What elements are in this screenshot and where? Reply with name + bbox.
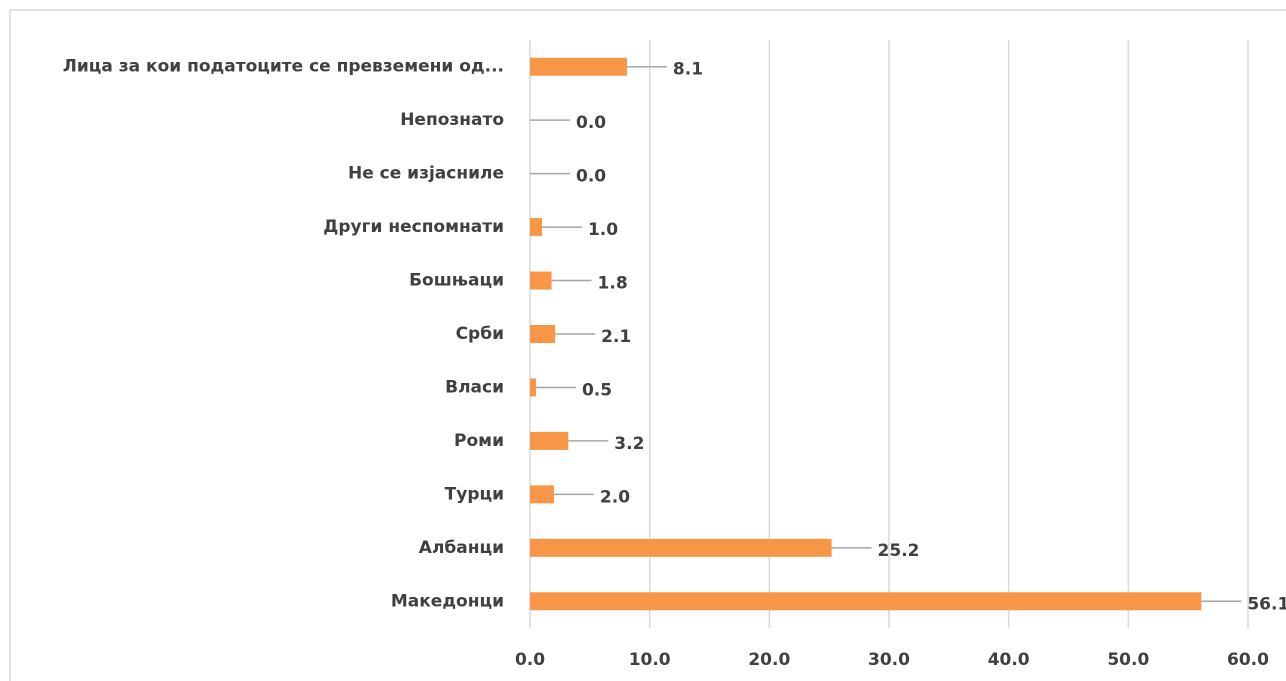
x-tick-label: 60.0 — [1227, 650, 1269, 670]
value-label: 2.1 — [601, 327, 631, 347]
x-tick-label: 20.0 — [748, 650, 790, 670]
y-tick-label: Бошњаци — [409, 271, 504, 291]
value-label: 56.1 — [1247, 594, 1286, 614]
x-tick-label: 10.0 — [629, 650, 671, 670]
bar — [530, 485, 554, 504]
bar — [530, 218, 542, 237]
x-tick-label: 40.0 — [988, 650, 1030, 670]
bar — [530, 57, 627, 76]
x-tick-label: 0.0 — [515, 650, 545, 670]
x-tick-label: 50.0 — [1107, 650, 1149, 670]
y-tick-label: Роми — [454, 431, 504, 451]
y-tick-label: Непознато — [400, 110, 504, 130]
y-tick-label: Турци — [445, 484, 504, 504]
bar — [530, 592, 1202, 611]
bar — [530, 325, 556, 343]
y-tick-label: Срби — [456, 324, 504, 344]
y-tick-label: Власи — [445, 377, 504, 397]
value-label: 2.0 — [600, 487, 630, 507]
bar — [530, 538, 832, 557]
value-label: 3.2 — [614, 434, 644, 454]
y-tick-label: Албанци — [419, 538, 504, 558]
value-label: 0.0 — [576, 167, 606, 187]
value-label: 1.8 — [598, 274, 628, 294]
bar — [530, 378, 536, 397]
y-tick-label: Лица за кои податоците се превземени од.… — [63, 57, 504, 77]
value-label: 8.1 — [673, 60, 703, 80]
value-label: 1.0 — [588, 220, 618, 240]
y-tick-label: Македонци — [391, 591, 504, 611]
bar — [530, 431, 569, 450]
x-tick-label: 30.0 — [868, 650, 910, 670]
bar — [530, 271, 552, 290]
chart-border — [9, 9, 1286, 681]
y-tick-label: Други неспомнати — [323, 217, 504, 237]
y-tick-label: Не се изјасниле — [348, 164, 504, 184]
value-label: 0.5 — [582, 380, 612, 400]
value-label: 25.2 — [878, 541, 920, 561]
value-label: 0.0 — [576, 113, 606, 133]
